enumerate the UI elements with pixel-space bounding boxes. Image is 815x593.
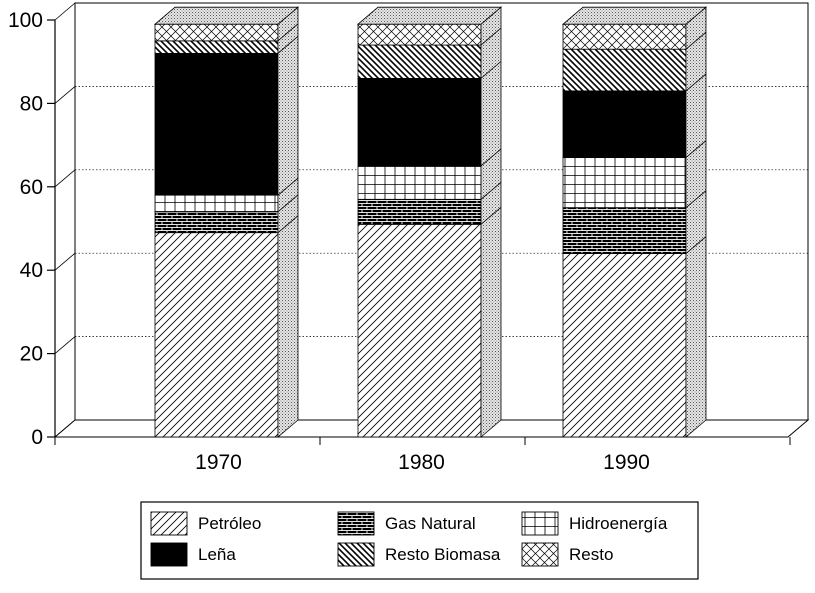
legend-item: Resto Biomasa	[337, 542, 501, 567]
legend-swatch	[337, 542, 375, 567]
side-boundary	[277, 194, 299, 213]
bar-segment	[562, 207, 687, 254]
legend-label: Leña	[198, 545, 236, 564]
side-gridline	[54, 336, 76, 354]
bar-segment	[357, 77, 482, 167]
side-boundary	[277, 36, 299, 54]
y-tick-label: 20	[20, 343, 43, 366]
side-boundary	[685, 140, 707, 158]
legend-item: Hidroenergía	[521, 511, 668, 536]
side-boundary	[685, 236, 707, 254]
x-tick-label: 1970	[195, 451, 242, 474]
side-gridline	[54, 2, 76, 21]
bar-segment	[154, 40, 279, 54]
legend-item: Resto	[521, 542, 613, 567]
bar-segment	[562, 23, 687, 50]
side-boundary	[685, 31, 707, 50]
bar-top-face	[561, 6, 708, 25]
bars-layer	[153, 6, 708, 438]
bar-segment	[357, 198, 482, 225]
legend-label: Hidroenergía	[569, 514, 668, 533]
side-boundary	[685, 73, 707, 92]
bar-segment	[562, 90, 687, 159]
bar-segment	[154, 211, 279, 234]
bar-segment	[562, 157, 687, 209]
legend-label: Gas Natural	[385, 514, 476, 533]
bar-stack-1980	[356, 6, 503, 438]
legend-label: Resto Biomasa	[385, 545, 501, 564]
bar-stack-1970	[153, 6, 300, 438]
legend-item: Gas Natural	[337, 511, 476, 536]
bar-stack-1990	[561, 6, 708, 438]
legend-label: Resto	[569, 545, 613, 564]
y-tick-label: 40	[20, 259, 43, 282]
legend-frame	[140, 501, 699, 580]
legend-swatch	[521, 542, 559, 567]
legend: Petróleo Gas Natural Hidroenergía Leña Resto…	[140, 501, 699, 580]
bar-segment	[154, 194, 279, 213]
side-gridline	[54, 252, 76, 271]
legend-label: Petróleo	[198, 514, 261, 533]
bar-segment	[357, 223, 482, 438]
legend-swatch	[150, 511, 188, 536]
bar-segment	[562, 253, 687, 438]
y-tick-label: 80	[20, 92, 43, 115]
bar-segment	[357, 44, 482, 79]
legend-swatch	[521, 511, 559, 536]
y-tick-label: 0	[31, 426, 43, 449]
bar-segment	[357, 23, 482, 46]
y-tick-label: 100	[8, 9, 43, 32]
side-boundary	[480, 207, 502, 225]
legend-item: Leña	[150, 542, 236, 567]
x-tick-labels: 1970 1980 1990	[195, 451, 650, 474]
bar-segment	[357, 165, 482, 200]
bar-segment	[154, 52, 279, 196]
side-boundary	[480, 61, 502, 79]
bar-top-face	[153, 6, 300, 25]
legend-item: Petróleo	[150, 511, 261, 536]
x-tick-label: 1990	[603, 451, 650, 474]
bar-segment	[154, 232, 279, 438]
side-boundary	[277, 177, 299, 196]
side-boundary	[480, 27, 502, 46]
bar-side-face	[685, 6, 707, 438]
x-tick-label: 1980	[398, 451, 445, 474]
side-gridline	[54, 169, 76, 188]
bar-segment	[154, 23, 279, 42]
side-boundary	[277, 215, 299, 233]
bar-top-face	[356, 6, 503, 25]
bar-side-face	[277, 6, 299, 438]
side-gridline	[54, 86, 76, 104]
y-tick-label: 60	[20, 176, 43, 199]
legend-swatch	[150, 542, 188, 567]
side-boundary	[480, 148, 502, 167]
legend-swatch	[337, 511, 375, 536]
side-boundary	[277, 23, 299, 42]
side-boundary	[685, 190, 707, 208]
bar-segment	[562, 48, 687, 92]
side-boundary	[480, 182, 502, 200]
